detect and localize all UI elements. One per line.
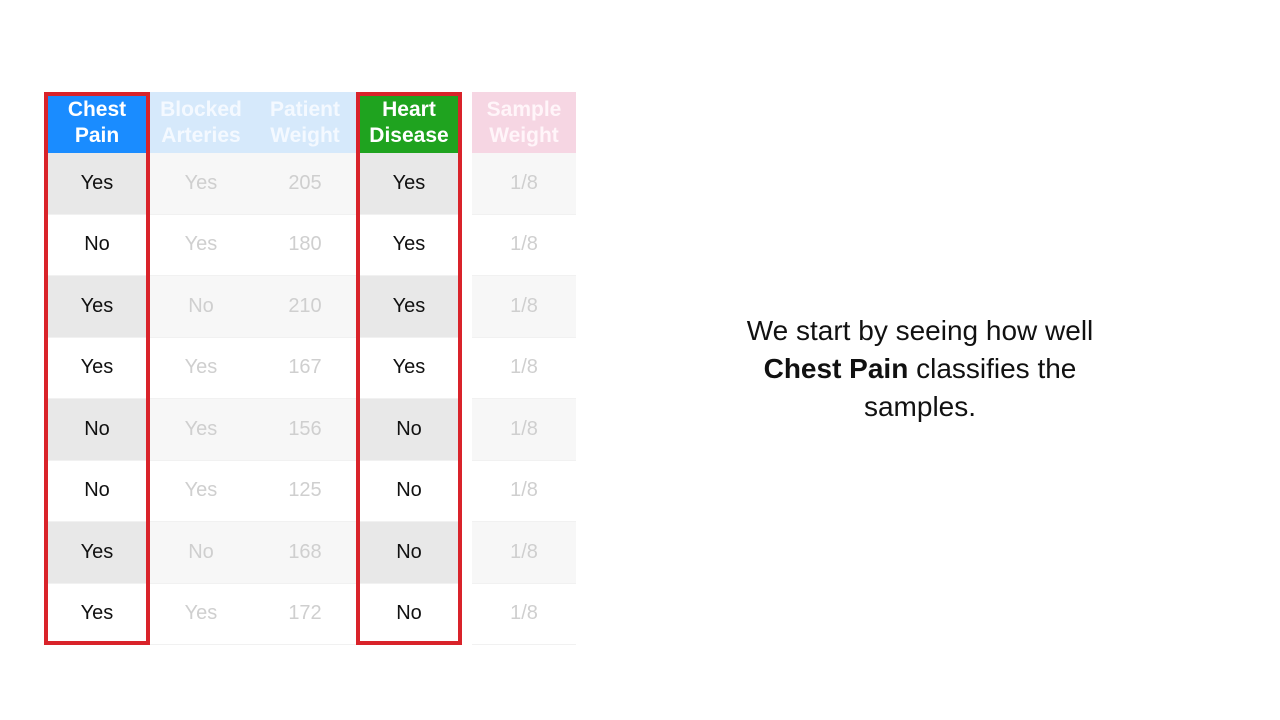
table-cell: 1/8 (472, 153, 576, 215)
header-patient-weight: Patient Weight (253, 92, 357, 153)
table-cell: No (357, 583, 461, 645)
table-cell: Yes (357, 153, 461, 215)
table-cell: 1/8 (472, 460, 576, 522)
header-chest-pain: Chest Pain (45, 92, 149, 153)
table-cell: No (149, 276, 253, 338)
table-cell: Yes (45, 337, 149, 399)
header-blocked-arteries: Blocked Arteries (149, 92, 253, 153)
table-cell: 1/8 (472, 583, 576, 645)
table-cell: 1/8 (472, 276, 576, 338)
header-line-2: Weight (489, 123, 559, 147)
caption-bold-term: Chest Pain (763, 353, 909, 384)
table-cell: Yes (45, 583, 149, 645)
caption-line-3: samples. (863, 391, 977, 422)
table-cell: 1/8 (472, 337, 576, 399)
table-cell: Yes (149, 214, 253, 276)
table-cell: No (357, 399, 461, 461)
table-cell: No (45, 460, 149, 522)
column-blocked-arteries: Blocked Arteries Yes Yes No Yes Yes Yes No Yes (149, 92, 253, 645)
caption-line-2-rest: classifies the (908, 353, 1077, 384)
header-line-1: Blocked (160, 97, 242, 121)
table-cell: 167 (253, 337, 357, 399)
header-line-2: Weight (270, 123, 340, 147)
column-heart-disease: Heart Disease Yes Yes Yes Yes No No No No (357, 92, 461, 645)
header-line-2: Disease (369, 123, 449, 147)
table-cell: Yes (149, 460, 253, 522)
table-cell: 205 (253, 153, 357, 215)
header-sample-weight: Sample Weight (472, 92, 576, 153)
header-line-1: Sample (486, 97, 562, 121)
table-cell: Yes (149, 153, 253, 215)
table-cell: 210 (253, 276, 357, 338)
table-cell: Yes (357, 214, 461, 276)
table-cell: Yes (357, 276, 461, 338)
table-cell: No (149, 522, 253, 584)
table-cell: Yes (149, 583, 253, 645)
column-chest-pain: Chest Pain Yes No Yes Yes No No Yes Yes (45, 92, 149, 645)
table-cell: 1/8 (472, 522, 576, 584)
table-cell: 1/8 (472, 214, 576, 276)
column-sample-weight: Sample Weight 1/8 1/8 1/8 1/8 1/8 1/8 1/8 1/8 (472, 92, 576, 645)
header-line-2: Arteries (161, 123, 241, 147)
table-cell: No (45, 214, 149, 276)
table-cell: 180 (253, 214, 357, 276)
table-cell: No (357, 522, 461, 584)
column-patient-weight: Patient Weight 205 180 210 167 156 125 168 172 (253, 92, 357, 645)
table-cell: Yes (357, 337, 461, 399)
table-cell: Yes (149, 399, 253, 461)
table-cell: Yes (149, 337, 253, 399)
table-cell: 1/8 (472, 399, 576, 461)
caption-text: We start by seeing how well Chest Pain c… (700, 312, 1140, 426)
table-cell: No (45, 399, 149, 461)
caption-line-1: We start by seeing how well (746, 315, 1094, 346)
table-cell: Yes (45, 522, 149, 584)
table-cell: 172 (253, 583, 357, 645)
header-line-1: Chest (67, 97, 127, 121)
table-cell: No (357, 460, 461, 522)
caption-line-2: Chest Pain classifies the (700, 350, 1140, 388)
table-cell: 125 (253, 460, 357, 522)
table-cell: 168 (253, 522, 357, 584)
header-line-1: Heart (382, 97, 436, 121)
header-line-2: Pain (74, 123, 120, 147)
table-cell: Yes (45, 276, 149, 338)
table-cell: Yes (45, 153, 149, 215)
header-line-1: Patient (269, 97, 340, 121)
table-cell: 156 (253, 399, 357, 461)
header-heart-disease: Heart Disease (357, 92, 461, 153)
